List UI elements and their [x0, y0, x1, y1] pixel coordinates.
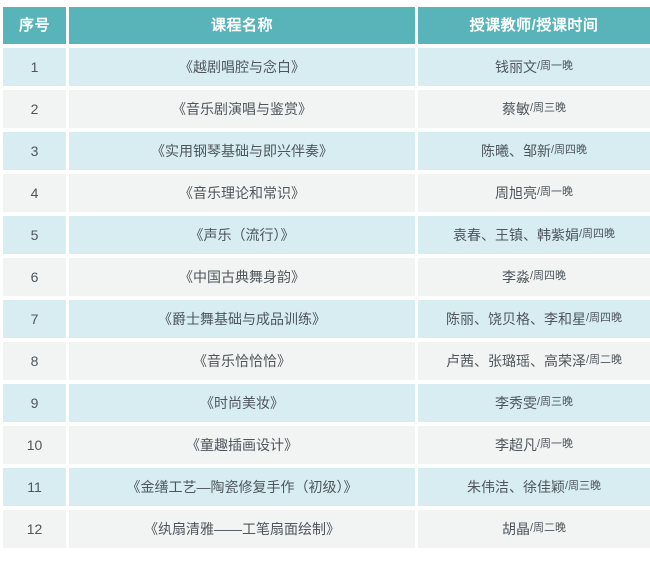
row-serial-number: 2	[3, 90, 66, 128]
row-serial-number: 3	[3, 132, 66, 170]
teacher-names: 陈曦、邹新	[480, 142, 551, 159]
row-serial-number: 4	[3, 174, 66, 212]
teacher-time-cell: 钱丽文/周一晚	[418, 48, 650, 86]
table-header-row: 序号 课程名称 授课教师/授课时间	[3, 7, 650, 44]
course-schedule-table: 序号 课程名称 授课教师/授课时间 1 《越剧唱腔与念白》 钱丽文/周一晚 2 …	[3, 7, 650, 552]
header-course-name: 课程名称	[69, 7, 415, 44]
table-body: 1 《越剧唱腔与念白》 钱丽文/周一晚 2 《音乐剧演唱与鉴赏》 蔡敏/周三晚 …	[3, 48, 650, 548]
table-row: 3 《实用钢琴基础与即兴伴奏》 陈曦、邹新/周四晚	[3, 132, 650, 170]
header-serial-number: 序号	[3, 7, 66, 44]
course-name-cell: 《音乐恰恰恰》	[69, 342, 415, 380]
class-time: /周四晚	[529, 270, 567, 283]
class-time: /周四晚	[578, 228, 616, 241]
table-row: 6 《中国古典舞身韵》 李淼/周四晚	[3, 258, 650, 296]
course-name-cell: 《音乐剧演唱与鉴赏》	[69, 90, 415, 128]
row-serial-number: 8	[3, 342, 66, 380]
class-time: /周一晚	[536, 186, 574, 199]
course-name-cell: 《时尚美妆》	[69, 384, 415, 422]
course-name-cell: 《爵士舞基础与成品训练》	[69, 300, 415, 338]
table-row: 4 《音乐理论和常识》 周旭亮/周一晚	[3, 174, 650, 212]
class-time: /周三晚	[536, 396, 574, 409]
teacher-names: 李秀雯	[494, 394, 537, 411]
table-row: 9 《时尚美妆》 李秀雯/周三晚	[3, 384, 650, 422]
teacher-time-cell: 袁春、王镇、韩紫娟/周四晚	[418, 216, 650, 254]
table-row: 8 《音乐恰恰恰》 卢茜、张璐瑶、高荣泽/周二晚	[3, 342, 650, 380]
teacher-names: 袁春、王镇、韩紫娟	[452, 226, 579, 243]
class-time: /周四晚	[550, 144, 588, 157]
course-name-cell: 《越剧唱腔与念白》	[69, 48, 415, 86]
class-time: /周二晚	[585, 354, 623, 367]
teacher-names: 李淼	[501, 268, 530, 285]
class-time: /周三晚	[564, 480, 602, 493]
teacher-time-cell: 周旭亮/周一晚	[418, 174, 650, 212]
class-time: /周一晚	[536, 438, 574, 451]
table-row: 5 《声乐（流行）》 袁春、王镇、韩紫娟/周四晚	[3, 216, 650, 254]
teacher-time-cell: 蔡敏/周三晚	[418, 90, 650, 128]
course-name-cell: 《纨扇清雅——工笔扇面绘制》	[69, 510, 415, 548]
teacher-names: 钱丽文	[494, 58, 537, 75]
row-serial-number: 10	[3, 426, 66, 464]
course-name-cell: 《音乐理论和常识》	[69, 174, 415, 212]
teacher-time-cell: 卢茜、张璐瑶、高荣泽/周二晚	[418, 342, 650, 380]
teacher-names: 胡晶	[501, 520, 530, 537]
row-serial-number: 9	[3, 384, 66, 422]
class-time: /周二晚	[529, 522, 567, 535]
row-serial-number: 7	[3, 300, 66, 338]
table-row: 12 《纨扇清雅——工笔扇面绘制》 胡晶/周二晚	[3, 510, 650, 548]
teacher-time-cell: 朱伟洁、徐佳颖/周三晚	[418, 468, 650, 506]
row-serial-number: 11	[3, 468, 66, 506]
table-row: 11 《金缮工艺—陶瓷修复手作（初级）》 朱伟洁、徐佳颖/周三晚	[3, 468, 650, 506]
teacher-names: 李超凡	[494, 436, 537, 453]
class-time: /周一晚	[536, 60, 574, 73]
teacher-time-cell: 李淼/周四晚	[418, 258, 650, 296]
teacher-time-cell: 李超凡/周一晚	[418, 426, 650, 464]
teacher-time-cell: 李秀雯/周三晚	[418, 384, 650, 422]
teacher-names: 朱伟洁、徐佳颖	[466, 478, 565, 495]
course-name-cell: 《声乐（流行）》	[69, 216, 415, 254]
teacher-names: 周旭亮	[494, 184, 537, 201]
course-name-cell: 《童趣插画设计》	[69, 426, 415, 464]
teacher-time-cell: 陈丽、饶贝格、李和星/周四晚	[418, 300, 650, 338]
class-time: /周四晚	[585, 312, 623, 325]
table-row: 7 《爵士舞基础与成品训练》 陈丽、饶贝格、李和星/周四晚	[3, 300, 650, 338]
table-row: 10 《童趣插画设计》 李超凡/周一晚	[3, 426, 650, 464]
table-row: 1 《越剧唱腔与念白》 钱丽文/周一晚	[3, 48, 650, 86]
course-name-cell: 《实用钢琴基础与即兴伴奏》	[69, 132, 415, 170]
row-serial-number: 1	[3, 48, 66, 86]
course-name-cell: 《中国古典舞身韵》	[69, 258, 415, 296]
table-row: 2 《音乐剧演唱与鉴赏》 蔡敏/周三晚	[3, 90, 650, 128]
teacher-names: 卢茜、张璐瑶、高荣泽	[445, 352, 586, 369]
row-serial-number: 6	[3, 258, 66, 296]
teacher-time-cell: 胡晶/周二晚	[418, 510, 650, 548]
teacher-time-cell: 陈曦、邹新/周四晚	[418, 132, 650, 170]
teacher-names: 陈丽、饶贝格、李和星	[445, 310, 586, 327]
teacher-names: 蔡敏	[501, 100, 530, 117]
row-serial-number: 5	[3, 216, 66, 254]
header-teacher-time: 授课教师/授课时间	[418, 7, 650, 44]
course-name-cell: 《金缮工艺—陶瓷修复手作（初级）》	[69, 468, 415, 506]
class-time: /周三晚	[529, 102, 567, 115]
row-serial-number: 12	[3, 510, 66, 548]
